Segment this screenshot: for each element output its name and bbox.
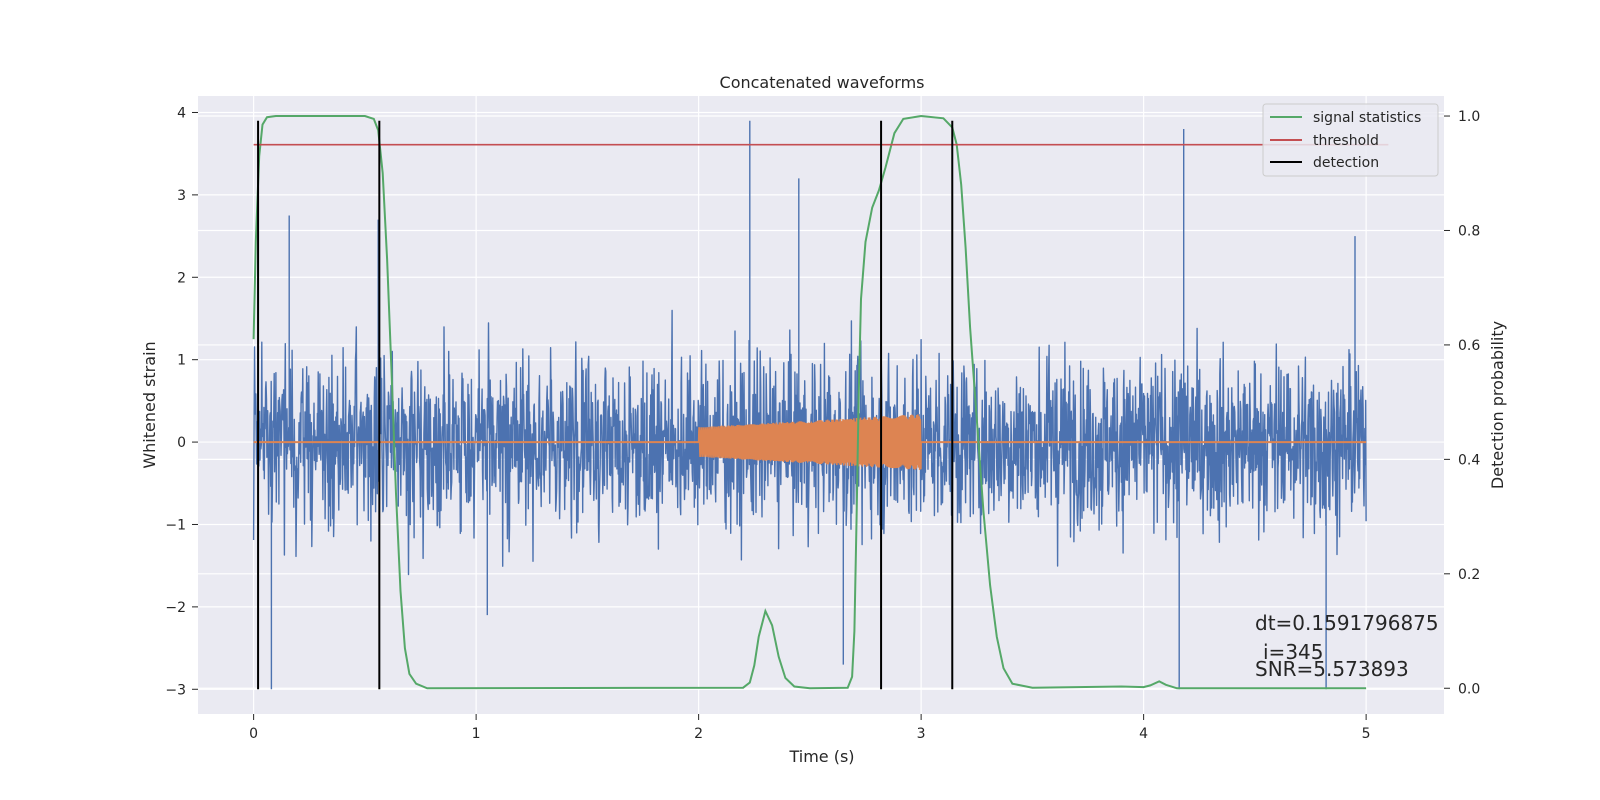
y-tick-label: 1	[177, 353, 186, 369]
plot-area	[252, 114, 1389, 690]
injected-chirp-line	[697, 414, 922, 470]
legend-label-threshold: threshold	[1313, 133, 1379, 149]
signal-statistics-line	[252, 114, 1367, 690]
x-tick-label: 1	[472, 726, 481, 742]
x-tick-label: 4	[1139, 726, 1148, 742]
y-tick-label: 2	[177, 270, 186, 286]
y-tick-label: −1	[165, 517, 186, 533]
y2-tick-label: 0.6	[1458, 338, 1480, 354]
annotation-snr: SNR=5.573893	[1255, 657, 1409, 681]
y-tick-label: 0	[177, 435, 186, 451]
legend-label-signal-statistics: signal statistics	[1313, 110, 1421, 126]
y2-tick-label: 1.0	[1458, 109, 1480, 125]
y-tick-label: 4	[177, 105, 186, 121]
legend-label-detection: detection	[1313, 155, 1379, 171]
y-tick-label: −3	[165, 682, 186, 698]
x-tick-label: 3	[917, 726, 926, 742]
y-axis-label: Whitened strain	[140, 341, 159, 468]
y2-tick-label: 0.8	[1458, 223, 1480, 239]
y2-tick-label: 0.0	[1458, 681, 1480, 697]
x-axis-label: Time (s)	[788, 747, 854, 766]
y2-axis-label: Detection probability	[1488, 321, 1507, 489]
x-tick-label: 2	[694, 726, 703, 742]
axes: 0 1 2 3 4 5 −3 −2 −1 0 1 2 3 4 0.0 0.2 0.4 0.6 0.8 1.0	[165, 105, 1480, 742]
y-tick-label: 3	[177, 188, 186, 204]
annotation-index: i=345	[1263, 640, 1324, 664]
annotations: dt=0.1591796875 i=345 SNR=5.573893	[1255, 611, 1439, 681]
legend-box	[1262, 103, 1439, 177]
x-tick-label: 0	[249, 726, 258, 742]
y-tick-label: −2	[165, 600, 186, 616]
x-tick-label: 5	[1362, 726, 1371, 742]
legend: signal statistics threshold detection	[1262, 103, 1439, 177]
chart-title: Concatenated waveforms	[720, 73, 925, 92]
y2-tick-label: 0.4	[1458, 452, 1480, 468]
annotation-dt: dt=0.1591796875	[1255, 611, 1439, 635]
y2-tick-label: 0.2	[1458, 567, 1480, 583]
